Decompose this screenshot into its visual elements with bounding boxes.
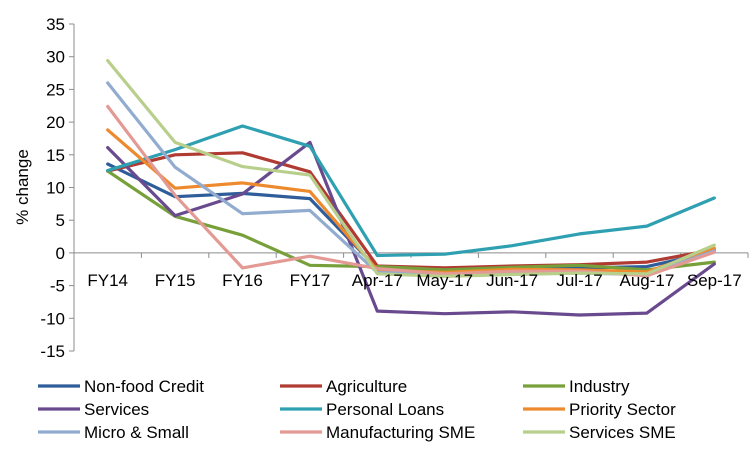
y-tick-label: -15 — [40, 342, 65, 361]
x-tick-label: FY14 — [87, 271, 128, 290]
y-tick-label: 5 — [56, 211, 65, 230]
y-axis-label: % change — [13, 149, 32, 225]
y-tick-label: 10 — [46, 179, 65, 198]
series-lines — [106, 58, 716, 317]
legend-item-micro-small: Micro & Small — [38, 423, 189, 442]
legend-item-non-food-credit: Non-food Credit — [38, 377, 204, 396]
legend-item-priority-sector: Priority Sector — [523, 400, 676, 419]
series-line-services — [106, 140, 716, 317]
legend-item-industry: Industry — [523, 377, 630, 396]
y-tick-label: -10 — [40, 309, 65, 328]
series-line-services-sme — [106, 58, 716, 278]
legend-label: Services SME — [569, 423, 676, 442]
x-tick-label: FY16 — [222, 271, 263, 290]
x-tick-label: Aug-17 — [619, 271, 674, 290]
series-line-industry — [106, 169, 716, 272]
legend: Non-food Credit Agriculture Industry Servic… — [38, 377, 676, 442]
axes — [69, 23, 749, 352]
y-tick-label: 0 — [56, 244, 65, 263]
x-tick-labels: FY14 FY15 FY16 FY17 Apr-17 May-17 Jun-17 Jul-17… — [87, 271, 741, 290]
legend-item-services: Services — [38, 400, 149, 419]
y-tick-label: 15 — [46, 146, 65, 165]
x-tick-label: Jun-17 — [486, 271, 538, 290]
x-tick-label: FY17 — [290, 271, 331, 290]
legend-item-manufacturing-sme: Manufacturing SME — [280, 423, 475, 442]
y-tick-label: 25 — [46, 80, 65, 99]
y-tick-label: 30 — [46, 48, 65, 67]
x-tick-label: May-17 — [416, 271, 473, 290]
legend-label: Manufacturing SME — [326, 423, 475, 442]
y-tick-label: 20 — [46, 113, 65, 132]
legend-label: Non-food Credit — [84, 377, 204, 396]
legend-label: Personal Loans — [326, 400, 444, 419]
legend-label: Priority Sector — [569, 400, 676, 419]
y-tick-labels: -15 -10 -5 0 5 10 15 20 25 30 35 — [40, 15, 65, 361]
legend-item-services-sme: Services SME — [523, 423, 676, 442]
series-line-personal-loans — [106, 124, 716, 258]
legend-item-personal-loans: Personal Loans — [280, 400, 444, 419]
x-tick-label: Sep-17 — [687, 271, 742, 290]
legend-item-agriculture: Agriculture — [280, 377, 407, 396]
x-tick-label: Apr-17 — [352, 271, 403, 290]
y-tick-label: 35 — [46, 15, 65, 34]
x-tick-label: FY15 — [155, 271, 196, 290]
x-tick-label: Jul-17 — [556, 271, 602, 290]
legend-label: Micro & Small — [84, 423, 189, 442]
legend-label: Industry — [569, 377, 630, 396]
legend-label: Services — [84, 400, 149, 419]
legend-label: Agriculture — [326, 377, 407, 396]
y-tick-label: -5 — [50, 277, 65, 296]
